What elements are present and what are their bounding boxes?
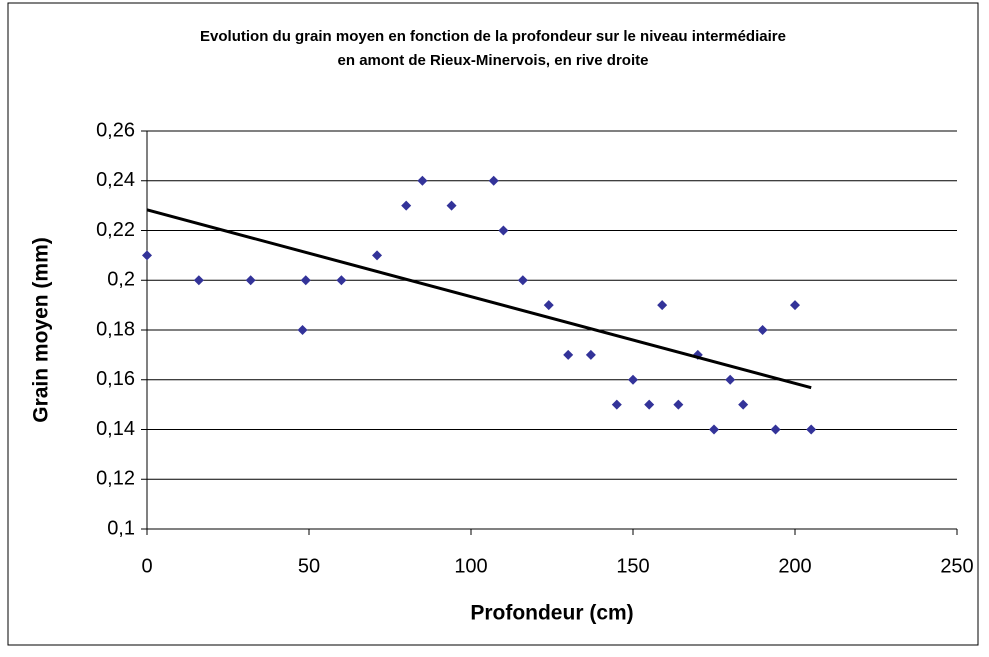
point [245,275,256,286]
x-tick-label: 150 [616,555,649,577]
x-tick-label: 100 [454,555,487,577]
point [446,200,457,211]
point [417,175,428,186]
y-tick-label: 0,14 [96,418,135,440]
chart-frame [7,2,979,646]
point [563,349,574,360]
point [585,349,596,360]
point [498,225,509,236]
point [673,399,684,410]
y-tick-label: 0,26 [96,119,135,141]
y-tick-label: 0,24 [96,169,135,191]
y-tick-label: 0,2 [107,269,135,291]
point [300,275,311,286]
trendline [146,208,812,390]
point [790,300,800,311]
y-tick-label: 0,12 [96,468,135,490]
y-tick-label: 0,16 [96,368,135,390]
point [644,399,655,410]
y-tick-label: 0,1 [107,517,135,539]
x-tick-label: 250 [940,555,973,577]
point [611,399,622,410]
point [142,250,152,261]
point [657,300,668,311]
point [372,250,383,261]
y-tick-label: 0,18 [96,318,135,340]
point [488,175,499,186]
point [628,374,638,385]
point [725,374,736,385]
x-axis-label: Profondeur (cm) [470,602,633,625]
point [738,399,749,410]
y-tick-label: 0,22 [96,219,135,241]
point [806,424,817,435]
point [757,325,768,335]
x-tick-label: 0 [141,555,152,577]
x-tick-label: 200 [778,555,811,577]
point [336,275,347,286]
point [401,200,412,211]
point [193,275,204,286]
point [543,300,554,311]
point [770,424,781,435]
point [517,275,528,286]
point [709,424,719,435]
x-tick-label: 50 [298,555,320,577]
chart-title: en amont de Rieux-Minervois, en rive dro… [338,52,649,69]
y-axis-label: Grain moyen (mm) [30,237,53,423]
chart-title: Evolution du grain moyen en fonction de … [200,28,786,45]
point [297,325,308,335]
